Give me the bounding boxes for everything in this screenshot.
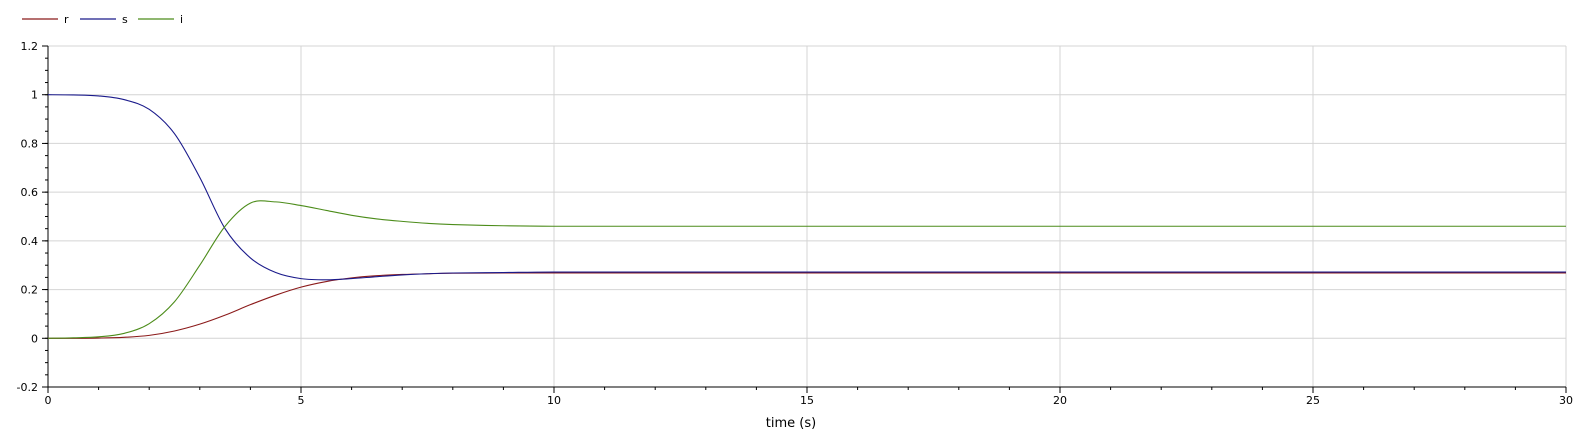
y-tick-label: 1: [31, 89, 38, 102]
y-tick-label: 0.6: [21, 186, 39, 199]
series-line-r: [47, 272, 1566, 339]
y-tick-label: 0: [31, 332, 38, 345]
x-tick-label: 25: [1306, 394, 1320, 407]
series-lines: [47, 94, 1566, 339]
legend-label-s: s: [122, 13, 128, 26]
x-tick-label: 30: [1559, 394, 1573, 407]
y-tick-label: 0.2: [21, 284, 39, 297]
x-tick-label: 5: [298, 394, 305, 407]
x-tick-label: 10: [547, 394, 561, 407]
x-tick-label: 0: [45, 394, 52, 407]
grid-lines: [48, 45, 1567, 387]
legend-label-i: i: [180, 13, 183, 26]
series-line-i: [47, 200, 1566, 339]
series-line-s: [47, 94, 1566, 281]
legend-label-r: r: [64, 13, 69, 26]
y-tick-label: 1.2: [21, 40, 39, 53]
y-tick-label: -0.2: [17, 381, 38, 394]
x-tick-label: 20: [1053, 394, 1067, 407]
y-tick-label: 0.4: [21, 235, 39, 248]
x-axis-label: time (s): [766, 416, 816, 429]
y-tick-label: 0.8: [21, 137, 39, 150]
x-tick-label: 15: [800, 394, 814, 407]
axes: 0 5 10 15 20 25 30 -0.2 0 0.2 0.4 0.6 0.8 1 1.2: [17, 40, 1573, 407]
